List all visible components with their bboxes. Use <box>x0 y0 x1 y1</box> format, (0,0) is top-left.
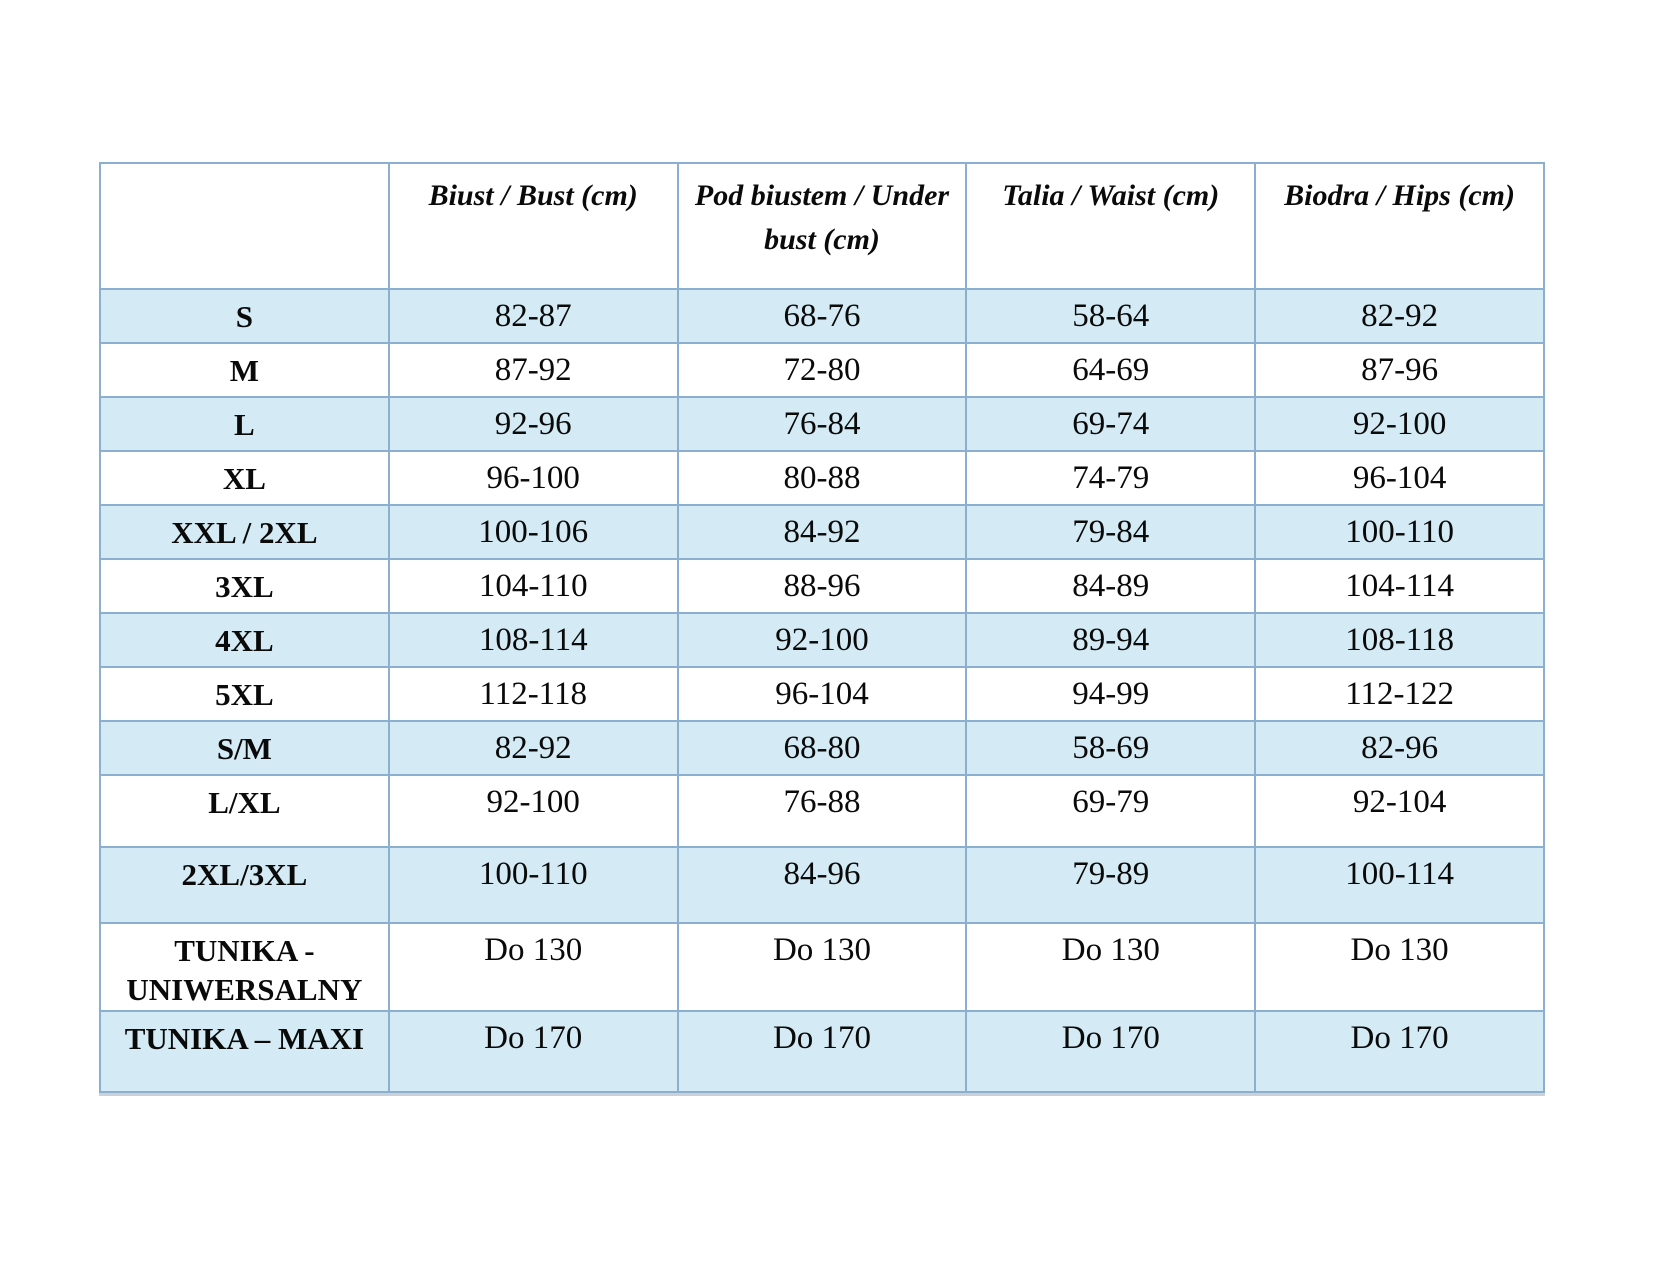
measurement-cell: 96-100 <box>387 450 679 506</box>
measurement-cell: Do 130 <box>676 922 968 1012</box>
measurement-cell: 68-80 <box>676 720 968 776</box>
measurement-cell: 108-114 <box>387 612 679 668</box>
row-label: 5XL <box>99 666 390 722</box>
measurement-cell: 84-92 <box>676 504 968 560</box>
size-row-5: XXL / 2XL 100-106 84-92 79-84 100-110 <box>99 504 1545 560</box>
size-row-10: L/XL 92-100 76-88 69-79 92-104 <box>99 774 1545 848</box>
measurement-cell: 72-80 <box>676 342 968 398</box>
measurement-cell: Do 130 <box>965 922 1257 1012</box>
measurement-cell: 82-96 <box>1254 720 1545 776</box>
row-label: S/M <box>99 720 390 776</box>
measurement-cell: 94-99 <box>965 666 1257 722</box>
row-label: TUNIKA – MAXI <box>99 1010 390 1093</box>
measurement-cell: 82-92 <box>387 720 679 776</box>
size-chart-table: Biust / Bust (cm) Pod biustem / Under bu… <box>99 162 1545 1093</box>
measurement-cell: 100-110 <box>1254 504 1545 560</box>
measurement-cell: 92-104 <box>1254 774 1545 848</box>
row-label: L <box>99 396 390 452</box>
measurement-cell: 82-87 <box>387 288 679 344</box>
size-row-1: S 82-87 68-76 58-64 82-92 <box>99 288 1545 344</box>
measurement-cell: 74-79 <box>965 450 1257 506</box>
row-label: XXL / 2XL <box>99 504 390 560</box>
size-row-6: 3XL 104-110 88-96 84-89 104-114 <box>99 558 1545 614</box>
measurement-cell: 84-89 <box>965 558 1257 614</box>
row-label: M <box>99 342 390 398</box>
measurement-cell: 100-106 <box>387 504 679 560</box>
header-cell-hips: Biodra / Hips (cm) <box>1254 162 1545 290</box>
measurement-cell: 108-118 <box>1254 612 1545 668</box>
measurement-cell: 92-100 <box>676 612 968 668</box>
header-row: Biust / Bust (cm) Pod biustem / Under bu… <box>99 162 1545 290</box>
measurement-cell: 68-76 <box>676 288 968 344</box>
row-label: 4XL <box>99 612 390 668</box>
size-row-12: TUNIKA - UNIWERSALNY Do 130 Do 130 Do 130 Do… <box>99 922 1545 1012</box>
size-row-3: L 92-96 76-84 69-74 92-100 <box>99 396 1545 452</box>
measurement-cell: 64-69 <box>965 342 1257 398</box>
size-row-8: 5XL 112-118 96-104 94-99 112-122 <box>99 666 1545 722</box>
measurement-cell: 82-92 <box>1254 288 1545 344</box>
measurement-cell: 76-84 <box>676 396 968 452</box>
measurement-cell: 84-96 <box>676 846 968 924</box>
measurement-cell: 88-96 <box>676 558 968 614</box>
measurement-cell: 104-114 <box>1254 558 1545 614</box>
measurement-cell: 112-122 <box>1254 666 1545 722</box>
measurement-cell: 92-96 <box>387 396 679 452</box>
row-label: TUNIKA - UNIWERSALNY <box>99 922 390 1012</box>
measurement-cell: Do 170 <box>965 1010 1257 1093</box>
measurement-cell: 87-92 <box>387 342 679 398</box>
measurement-cell: 92-100 <box>387 774 679 848</box>
size-row-9: S/M 82-92 68-80 58-69 82-96 <box>99 720 1545 776</box>
row-label: L/XL <box>99 774 390 848</box>
measurement-cell: 79-89 <box>965 846 1257 924</box>
measurement-cell: 100-114 <box>1254 846 1545 924</box>
measurement-cell: 79-84 <box>965 504 1257 560</box>
measurement-cell: 92-100 <box>1254 396 1545 452</box>
measurement-cell: Do 170 <box>1254 1010 1545 1093</box>
measurement-cell: Do 130 <box>387 922 679 1012</box>
measurement-cell: Do 170 <box>676 1010 968 1093</box>
measurement-cell: 87-96 <box>1254 342 1545 398</box>
measurement-cell: 58-69 <box>965 720 1257 776</box>
row-label: 3XL <box>99 558 390 614</box>
measurement-cell: 96-104 <box>1254 450 1545 506</box>
header-cell-underbust: Pod biustem / Under bust (cm) <box>676 162 968 290</box>
row-label: 2XL/3XL <box>99 846 390 924</box>
row-label: XL <box>99 450 390 506</box>
measurement-cell: 69-79 <box>965 774 1257 848</box>
header-cell-bust: Biust / Bust (cm) <box>387 162 679 290</box>
measurement-cell: 96-104 <box>676 666 968 722</box>
measurement-cell: Do 130 <box>1254 922 1545 1012</box>
measurement-cell: 100-110 <box>387 846 679 924</box>
measurement-cell: 80-88 <box>676 450 968 506</box>
measurement-cell: 58-64 <box>965 288 1257 344</box>
size-row-11: 2XL/3XL 100-110 84-96 79-89 100-114 <box>99 846 1545 924</box>
measurement-cell: 69-74 <box>965 396 1257 452</box>
row-label: S <box>99 288 390 344</box>
header-cell-empty <box>99 162 390 290</box>
measurement-cell: Do 170 <box>387 1010 679 1093</box>
measurement-cell: 112-118 <box>387 666 679 722</box>
header-cell-waist: Talia / Waist (cm) <box>965 162 1257 290</box>
size-row-2: M 87-92 72-80 64-69 87-96 <box>99 342 1545 398</box>
size-row-7: 4XL 108-114 92-100 89-94 108-118 <box>99 612 1545 668</box>
measurement-cell: 76-88 <box>676 774 968 848</box>
size-row-4: XL 96-100 80-88 74-79 96-104 <box>99 450 1545 506</box>
measurement-cell: 89-94 <box>965 612 1257 668</box>
size-row-13: TUNIKA – MAXI Do 170 Do 170 Do 170 Do 170 <box>99 1010 1545 1093</box>
measurement-cell: 104-110 <box>387 558 679 614</box>
